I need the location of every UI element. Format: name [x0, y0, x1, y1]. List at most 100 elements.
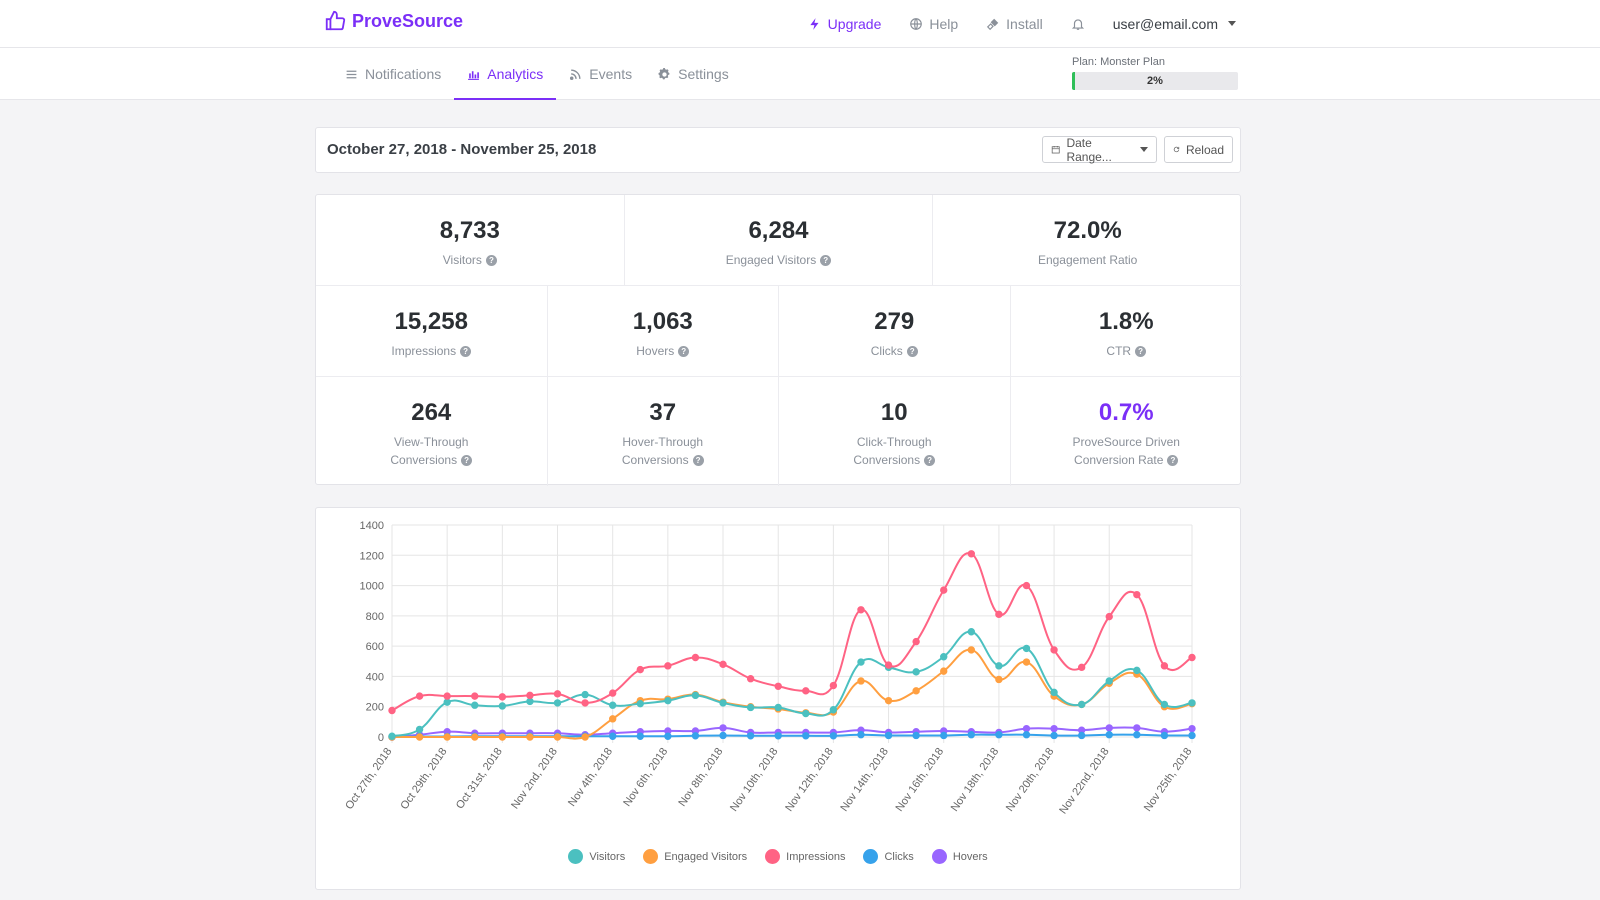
install-link[interactable]: Install [986, 16, 1043, 32]
upgrade-link[interactable]: Upgrade [808, 15, 882, 32]
stat-label: View-Through [394, 435, 469, 449]
stat-label: Impressions [391, 344, 457, 358]
notifications-bell[interactable] [1071, 17, 1085, 31]
legend-swatch [931, 849, 947, 864]
stat-click-through: 10 Click-Through Conversions? [779, 377, 1011, 486]
data-point-visitors [691, 691, 700, 700]
data-point-engaged-visitors [471, 733, 479, 741]
legend-label: Visitors [589, 850, 626, 863]
tab-events[interactable]: Events [556, 48, 645, 100]
data-point-clicks [719, 731, 727, 740]
stat-label: Visitors [442, 253, 482, 267]
help-icon[interactable]: ? [1167, 455, 1179, 467]
data-point-visitors [636, 699, 644, 708]
stat-label: Hovers [636, 344, 675, 358]
data-point-visitors [829, 706, 838, 714]
help-icon[interactable]: ? [678, 346, 690, 358]
data-point-visitors [967, 628, 976, 636]
list-icon [346, 70, 357, 78]
legend-label: Impressions [786, 850, 846, 863]
brand-logo[interactable]: ProveSource [324, 10, 463, 32]
data-point-engaged-visitors [498, 733, 507, 741]
tab-label: Analytics [487, 66, 544, 82]
data-point-visitors [857, 658, 865, 666]
date-range-button[interactable]: Date Range... [1042, 136, 1157, 164]
tab-label: Events [589, 66, 633, 82]
data-point-impressions [608, 689, 617, 697]
stat-label: Clicks [870, 344, 903, 358]
data-point-clicks [857, 731, 865, 739]
help-icon[interactable]: ? [461, 455, 473, 467]
data-point-visitors [1050, 688, 1058, 697]
data-point-clicks [912, 731, 920, 740]
legend-item[interactable]: Visitors [568, 849, 625, 864]
data-point-impressions [1077, 663, 1086, 672]
help-icon[interactable]: ? [906, 346, 918, 358]
data-point-clicks [1022, 731, 1031, 739]
stat-engaged-visitors: 6,284 Engaged Visitors? [624, 195, 934, 286]
legend-item[interactable]: Engaged Visitors [643, 849, 747, 864]
data-point-engaged-visitors [995, 675, 1003, 684]
data-point-clicks [774, 732, 782, 740]
stat-value: 1.8% [1098, 308, 1154, 335]
y-tick-label: 1200 [360, 550, 384, 562]
upgrade-label: Upgrade [827, 15, 882, 32]
help-icon[interactable]: ? [1135, 346, 1147, 358]
legend-item[interactable]: Impressions [765, 849, 845, 864]
data-point-engaged-visitors [1022, 658, 1031, 666]
tab-list: Notifications Analytics Events Settings [332, 48, 742, 100]
data-point-impressions [498, 693, 507, 701]
data-point-clicks [995, 731, 1003, 739]
plan-label: Plan: Monster Plan [1072, 56, 1165, 68]
data-point-engaged-visitors [553, 733, 562, 741]
data-point-engaged-visitors [608, 715, 617, 723]
y-tick-label: 400 [366, 671, 384, 683]
data-point-visitors [1105, 677, 1113, 685]
user-menu[interactable]: user@email.com [1113, 16, 1236, 32]
data-point-engaged-visitors [912, 687, 920, 695]
data-point-visitors [940, 653, 948, 661]
x-tick-label: Nov 16th, 2018 [894, 746, 947, 814]
data-point-visitors [746, 703, 755, 712]
stat-value: 0.7% [1098, 399, 1154, 426]
help-icon[interactable]: ? [924, 455, 936, 467]
help-link[interactable]: Help [909, 16, 958, 32]
data-point-impressions [746, 675, 755, 683]
tab-analytics[interactable]: Analytics [454, 48, 557, 100]
data-point-clicks [664, 732, 672, 740]
data-point-impressions [857, 606, 865, 614]
stat-value: 6,284 [748, 217, 809, 244]
data-point-visitors [802, 709, 810, 718]
stat-value: 279 [874, 308, 915, 335]
legend-label: Engaged Visitors [664, 850, 748, 863]
help-icon[interactable]: ? [485, 255, 497, 267]
data-point-impressions [884, 661, 893, 669]
data-point-visitors [1022, 644, 1031, 653]
legend-swatch [863, 849, 879, 864]
top-bar: ProveSource Upgrade Help Install user@em… [0, 0, 1600, 48]
x-tick-label: Nov 12th, 2018 [783, 746, 836, 814]
stats-panel: 8,733 Visitors? 6,284 Engaged Visitors? … [315, 194, 1242, 486]
data-point-clicks [1077, 731, 1086, 740]
legend-item[interactable]: Hovers [931, 849, 988, 864]
tab-notifications[interactable]: Notifications [332, 48, 454, 100]
help-icon[interactable]: ? [692, 455, 704, 467]
stat-value: 15,258 [394, 308, 468, 335]
install-label: Install [1006, 15, 1043, 32]
data-point-impressions [415, 692, 424, 700]
stat-ctr: 1.8% CTR? [1010, 286, 1242, 377]
data-point-impressions [691, 653, 700, 662]
top-nav: Upgrade Help Install user@email.com [808, 0, 1236, 47]
stat-impressions: 15,258 Impressions? [316, 286, 548, 377]
help-icon[interactable]: ? [460, 346, 472, 358]
data-point-impressions [1160, 662, 1169, 670]
help-icon[interactable]: ? [820, 255, 832, 267]
plug-icon [987, 18, 999, 30]
stat-value: 1,063 [632, 308, 693, 335]
legend-item[interactable]: Clicks [863, 849, 914, 864]
data-point-visitors [719, 699, 727, 707]
data-point-impressions [443, 692, 451, 700]
tab-settings[interactable]: Settings [645, 48, 742, 100]
stat-label: Hover-Through [622, 435, 704, 449]
reload-button[interactable]: Reload [1164, 136, 1233, 163]
